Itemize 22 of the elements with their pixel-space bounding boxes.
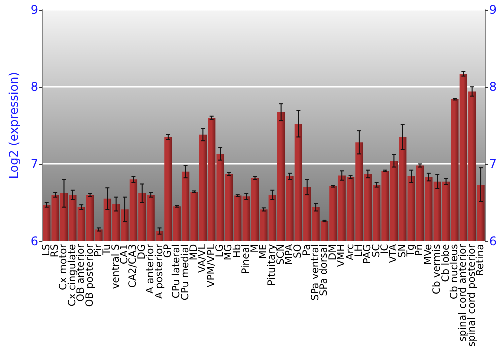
y-tick-label: 8	[30, 80, 39, 94]
y-tick-label: 9	[30, 3, 39, 17]
x-tick-label: ME	[258, 244, 270, 260]
y2-tick-label: 7	[489, 157, 498, 172]
y2-tick-label: 6	[489, 234, 498, 248]
x-tick-label: DG	[136, 244, 148, 260]
x-tick-label: Retina	[476, 244, 487, 276]
x-tick-label: Cb lobe	[440, 244, 452, 282]
y2-tick-label: 9	[489, 3, 498, 17]
x-tick-label: OB posterior	[84, 243, 96, 308]
x-tick-label: GP	[162, 244, 174, 258]
x-tick-label: Pa	[302, 244, 313, 256]
y-tick-label: 7	[30, 157, 39, 172]
x-tick-label: Pituitary	[267, 244, 278, 286]
y-tick-label: 6	[30, 234, 39, 248]
y-axis-title: Log2 (expression)	[7, 72, 21, 180]
x-tick-label: spinal cord posterior	[466, 243, 478, 348]
y2-tick-label: 8	[489, 80, 498, 94]
x-tick-label: Hb	[232, 244, 244, 258]
x-tick-label: MVe	[423, 244, 434, 266]
x-tick-label: A posterior	[154, 243, 166, 300]
x-tick-label: Tg	[406, 244, 418, 258]
